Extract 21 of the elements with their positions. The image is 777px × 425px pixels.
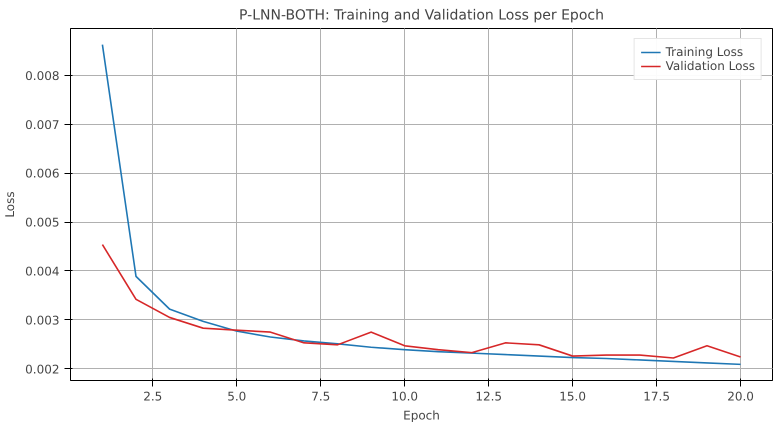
y-tick-label: 0.006 [25, 166, 60, 181]
legend-label: Validation Loss [666, 59, 755, 73]
y-axis-title: Loss [3, 191, 18, 218]
x-tick-label: 7.5 [311, 390, 330, 404]
y-tick-label: 0.004 [25, 264, 60, 278]
x-tick-label: 15.0 [559, 390, 586, 404]
x-axis-title: Epoch [403, 408, 440, 422]
y-tick-label: 0.007 [25, 118, 60, 132]
x-tick-label: 20.0 [727, 390, 754, 404]
chart-title: P-LNN-BOTH: Training and Validation Loss per Epoch [239, 8, 604, 24]
x-tick-label: 12.5 [475, 390, 502, 404]
y-tick-label: 0.008 [25, 68, 60, 83]
line-series [102, 244, 742, 359]
y-tick-label: 0.002 [25, 362, 60, 376]
y-tick-label: 0.005 [25, 216, 60, 230]
legend-label: Training Loss [666, 45, 744, 59]
x-tick-label: 17.5 [643, 390, 670, 404]
x-tick-label: 5.0 [227, 390, 246, 404]
y-tick-label: 0.003 [25, 313, 60, 328]
x-tick-label: 2.5 [143, 390, 162, 404]
x-tick-label: 10.0 [391, 390, 418, 404]
